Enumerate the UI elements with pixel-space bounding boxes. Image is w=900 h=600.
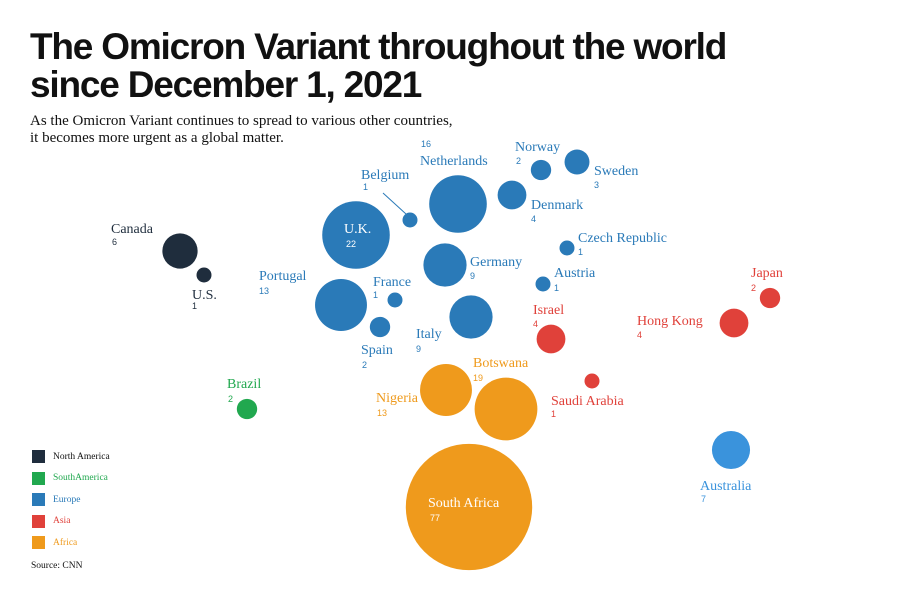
bubble-spain [369,316,391,338]
value-norway: 2 [516,156,521,166]
label-botswana: Botswana [473,356,529,371]
label-saudi-arabia: Saudi Arabia [551,394,624,409]
label-brazil: Brazil [227,377,261,392]
label-czech-republic: Czech Republic [578,231,667,246]
bubble-germany [423,243,467,287]
legend-swatch [32,471,45,485]
legend-item-southamerica: SouthAmerica [32,468,110,490]
bubble-canada [162,233,198,269]
label-australia: Australia [700,479,752,494]
legend-label: Europe [53,494,81,505]
bubble-hong-kong [719,308,749,338]
label-germany: Germany [470,255,522,270]
legend-swatch [32,450,45,464]
title-line-1: The Omicron Variant throughout the world [30,26,727,67]
label-israel: Israel [533,303,564,318]
bubble-japan [759,287,781,309]
bubble-austria [535,276,551,292]
bubble-nigeria [420,364,472,416]
value-austria: 1 [554,283,559,293]
label-portugal: Portugal [259,269,307,284]
value-hong-kong: 4 [637,330,642,340]
legend-label: Africa [53,537,78,548]
label-belgium: Belgium [361,168,409,183]
legend-item-asia: Asia [32,511,110,533]
bubble-denmark [497,180,527,210]
legend-label: SouthAmerica [53,473,108,484]
legend-item-north-america: North America [32,446,110,468]
bubble-israel [536,324,566,354]
chart-title: The Omicron Variant throughout the world… [30,26,727,105]
legend-label: Asia [53,516,71,527]
value-botswana: 19 [473,373,483,383]
value-belgium: 1 [363,182,368,192]
source-note: Source: CNN [31,561,83,571]
bubble-netherlands [429,175,487,233]
value-czech-republic: 1 [578,247,583,257]
value-netherlands: 16 [421,139,431,149]
bubble-norway [530,159,552,181]
label-u-s: U.S. [192,288,217,303]
value-canada: 6 [112,237,117,247]
label-south-africa: South Africa [428,496,500,511]
label-austria: Austria [554,266,596,281]
legend: North America SouthAmerica Europe Asia Afric… [32,446,110,554]
value-denmark: 4 [531,214,536,224]
bubble-portugal [315,279,367,331]
legend-item-africa: Africa [32,532,110,554]
value-nigeria: 13 [377,408,387,418]
legend-swatch [32,493,45,507]
value-germany: 9 [470,271,475,281]
bubble-australia [711,430,751,470]
legend-item-europe: Europe [32,489,110,511]
value-sweden: 3 [594,180,599,190]
value-australia: 7 [701,494,706,504]
label-japan: Japan [751,266,783,281]
value-japan: 2 [751,283,756,293]
leader-line-belgium [382,192,407,215]
subtitle-line-2: it becomes more urgent as a global matte… [30,130,284,146]
label-sweden: Sweden [594,164,638,179]
subtitle-line-1: As the Omicron Variant continues to spre… [30,113,453,129]
value-france: 1 [373,290,378,300]
label-nigeria: Nigeria [376,391,419,406]
bubble-belgium [402,212,418,228]
label-spain: Spain [361,343,393,358]
title-line-2: since December 1, 2021 [30,64,422,105]
label-denmark: Denmark [531,198,583,213]
value-u-k: 22 [346,239,356,249]
value-south-africa: 77 [430,513,440,523]
label-netherlands: Netherlands [420,154,488,169]
label-france: France [373,275,411,290]
legend-swatch [32,514,45,528]
bubble-south-africa [405,443,533,571]
value-saudi-arabia: 1 [551,409,556,419]
label-hong-kong: Hong Kong [637,314,703,329]
bubble-sweden [564,149,590,175]
label-u-k: U.K. [344,222,371,237]
bubble-czech-republic [559,240,575,256]
bubble-italy [449,295,493,339]
bubble-u-s [196,267,212,283]
label-canada: Canada [111,222,154,237]
value-brazil: 2 [228,394,233,404]
bubble-u-k [322,201,390,269]
value-portugal: 13 [259,286,269,296]
bubble-saudi-arabia [584,373,600,389]
legend-label: North America [53,451,110,462]
value-italy: 9 [416,344,421,354]
label-italy: Italy [416,327,442,342]
bubble-france [387,292,403,308]
label-norway: Norway [515,140,560,155]
value-u-s: 1 [192,301,197,311]
bubble-brazil [236,398,258,420]
chart-subtitle: As the Omicron Variant continues to spre… [30,113,453,147]
value-israel: 4 [533,319,538,329]
value-spain: 2 [362,360,367,370]
legend-swatch [32,536,45,550]
bubble-botswana [474,377,538,441]
